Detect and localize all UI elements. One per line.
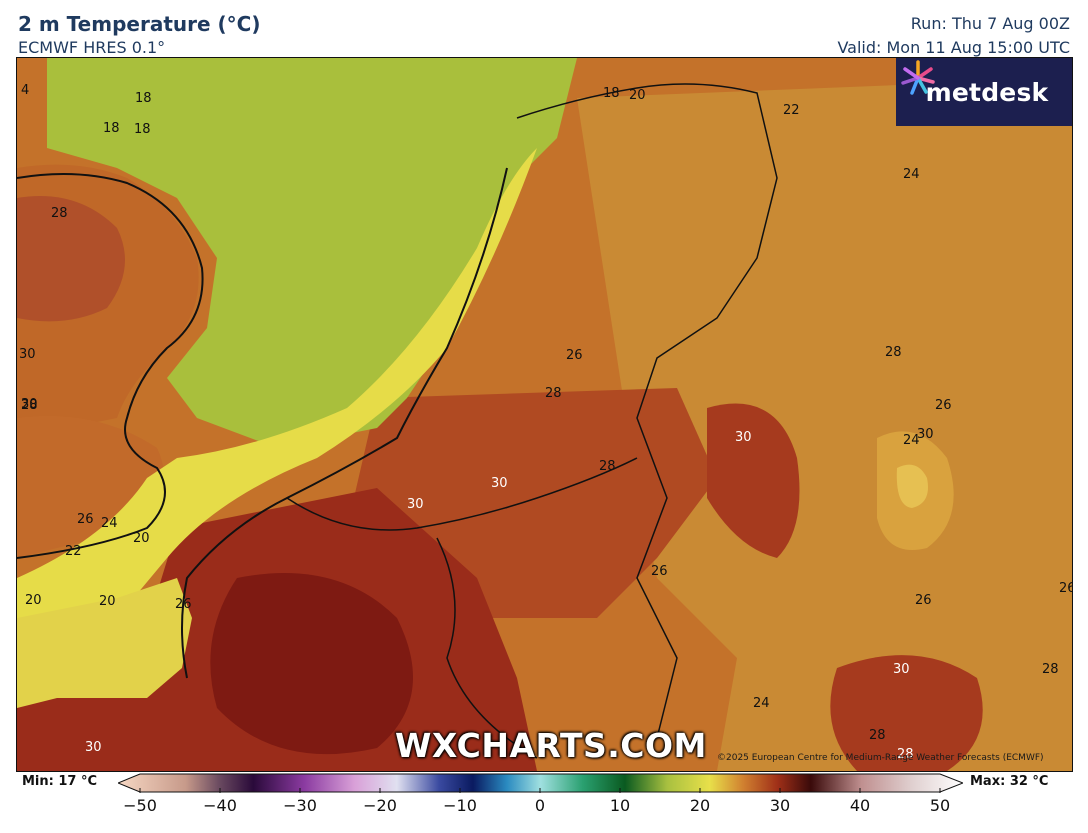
contour-label: 26 xyxy=(175,597,192,612)
colorbar-tick-label: −30 xyxy=(283,796,317,815)
colorbar-tick-label: −10 xyxy=(443,796,477,815)
map-title: 2 m Temperature (°C) xyxy=(18,12,261,36)
temperature-colorbar xyxy=(118,773,963,793)
colorbar-tick-label: −40 xyxy=(203,796,237,815)
valid-time: Valid: Mon 11 Aug 15:00 UTC xyxy=(837,38,1070,57)
contour-label: 28 xyxy=(51,206,68,221)
colorbar-tick-label: 30 xyxy=(769,796,791,815)
contour-label: 30 xyxy=(85,740,102,755)
colorbar-tick-label: 20 xyxy=(689,796,711,815)
cool-core-east xyxy=(896,464,928,508)
coastal-yellow-band xyxy=(17,148,537,638)
contour-label: 20 xyxy=(25,593,42,608)
england-coastline xyxy=(17,173,204,559)
contour-label: 30 xyxy=(491,476,508,491)
contour-label: 28 xyxy=(599,459,616,474)
southwest-hottest-core xyxy=(210,573,413,755)
contour-label: 28 xyxy=(897,747,914,762)
southeast-hot-region xyxy=(830,655,983,771)
colorbar-tick-label: 40 xyxy=(849,796,871,815)
contour-label: 30 xyxy=(893,662,910,677)
contour-label: 20 xyxy=(629,88,646,103)
contour-label: 28 xyxy=(545,386,562,401)
contour-label: 4 xyxy=(21,83,29,98)
north-sea-cool xyxy=(47,58,577,448)
contour-label: 30 xyxy=(917,427,934,442)
contour-label: 24 xyxy=(753,696,770,711)
wxcharts-watermark: WXCHARTS.COM xyxy=(395,726,707,765)
contour-label: 20 xyxy=(133,531,150,546)
contour-label: 20 xyxy=(99,594,116,609)
metdesk-logo[interactable]: metdesk xyxy=(896,58,1072,126)
east-warm-region xyxy=(577,78,1072,771)
contour-label: 24 xyxy=(903,167,920,182)
country-border-east xyxy=(516,83,778,739)
contour-label: 24 xyxy=(101,516,118,531)
contour-label: 28 xyxy=(1042,662,1059,677)
contour-label: 30 xyxy=(735,430,752,445)
temperature-map: 4 18 18 18 18 20 22 24 28 28 26 28 26 28 30 24 28 30 30 28 3… xyxy=(16,57,1073,772)
contour-label: 28 xyxy=(21,398,38,413)
contour-label: 26 xyxy=(1059,581,1072,596)
colorbar-tick-label: 50 xyxy=(929,796,951,815)
contour-label: 22 xyxy=(65,544,82,559)
colorbar-tick-label: −50 xyxy=(123,796,157,815)
contour-label: 30 xyxy=(19,347,36,362)
country-border-belgium xyxy=(286,457,638,531)
contour-label: 18 xyxy=(603,86,620,101)
contour-label: 30 xyxy=(407,497,424,512)
metdesk-starburst-icon xyxy=(901,60,935,95)
contour-label: 18 xyxy=(135,91,152,106)
england-warm-core xyxy=(17,196,125,322)
contour-label: 26 xyxy=(77,512,94,527)
contour-label: 28 xyxy=(869,728,886,743)
contour-label: 24 xyxy=(903,433,920,448)
contour-label: 30 xyxy=(21,397,38,412)
max-temperature-label: Max: 32 °C xyxy=(970,774,1049,789)
run-time: Run: Thu 7 Aug 00Z xyxy=(910,14,1070,33)
contour-label: 28 xyxy=(885,345,902,360)
country-border-france xyxy=(436,537,538,759)
ecmwf-copyright: ©2025 European Centre for Medium-Range W… xyxy=(717,753,1044,763)
continental-coastline xyxy=(181,167,508,679)
colorbar-tick-label: 0 xyxy=(534,796,546,815)
rhine-hot-region xyxy=(707,403,800,558)
colorbar-tick-label: −20 xyxy=(363,796,397,815)
contour-label: 26 xyxy=(566,348,583,363)
channel-yellow xyxy=(17,578,192,708)
contour-label: 26 xyxy=(915,593,932,608)
contour-label: 22 xyxy=(783,103,800,118)
metdesk-logo-text: metdesk xyxy=(925,77,1049,107)
contour-label: 26 xyxy=(935,398,952,413)
min-temperature-label: Min: 17 °C xyxy=(22,774,98,789)
model-subtitle: ECMWF HRES 0.1° xyxy=(18,38,166,57)
colorbar-tick-label: 10 xyxy=(609,796,631,815)
contour-label: 18 xyxy=(103,121,120,136)
contour-label: 26 xyxy=(651,564,668,579)
contour-label: 18 xyxy=(134,122,151,137)
